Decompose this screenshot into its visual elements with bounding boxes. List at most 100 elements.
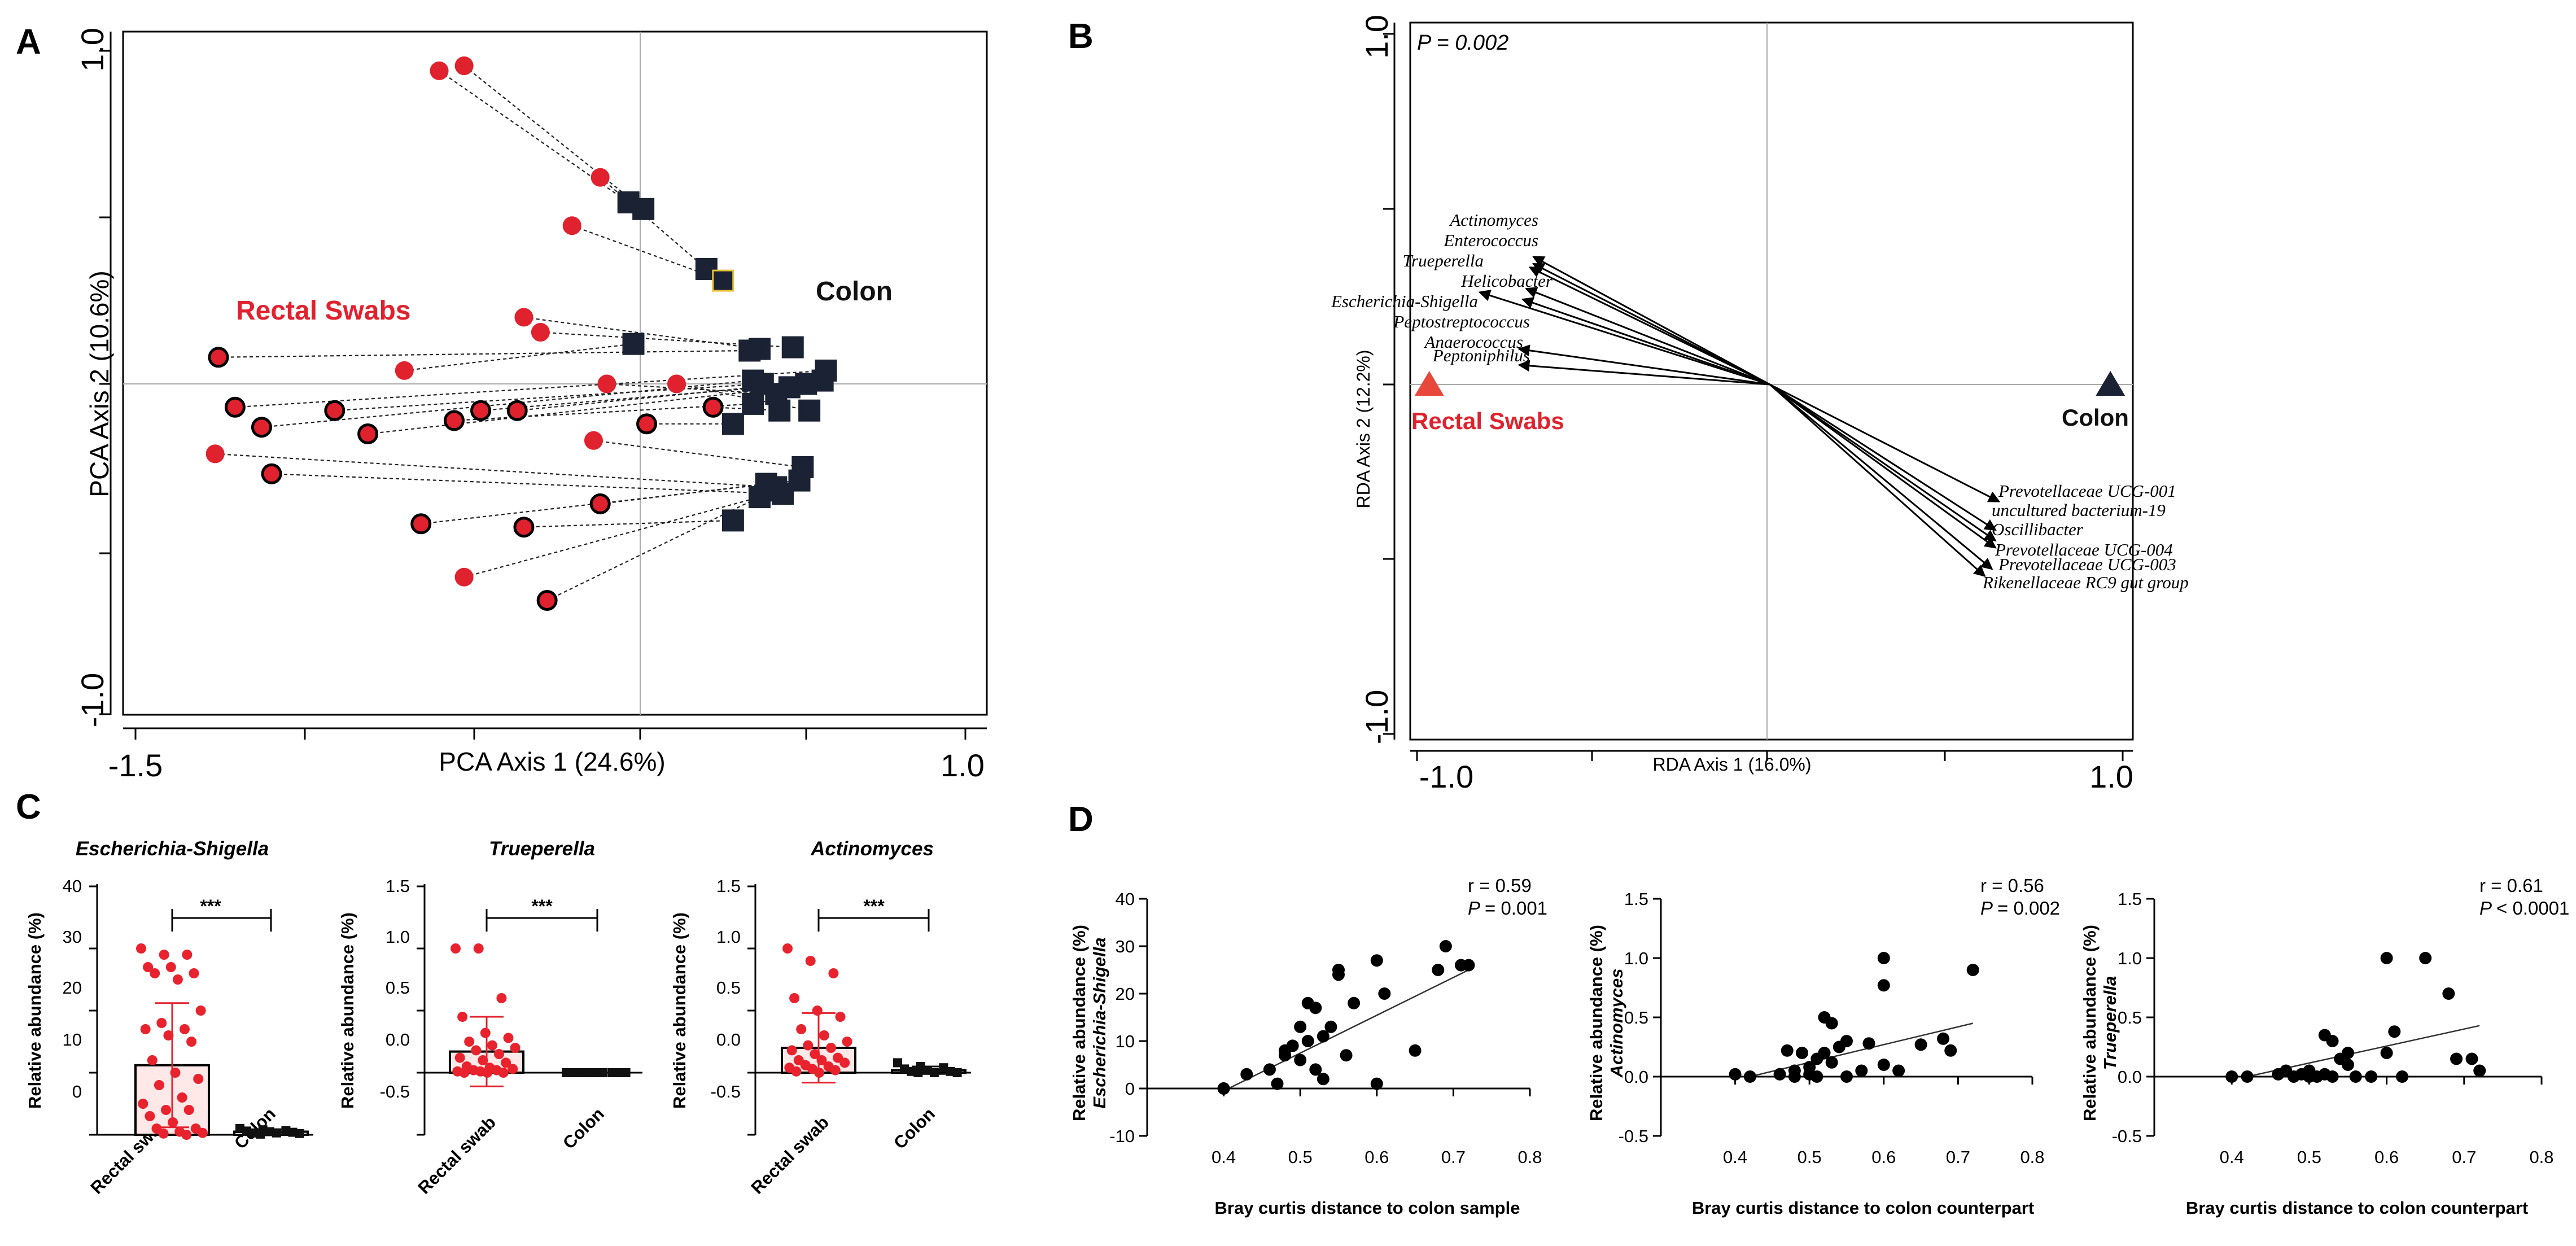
scatter-xtick-label: 0.7 xyxy=(1441,1147,1466,1167)
rda-arrow xyxy=(1521,297,1770,386)
scatter-xtick-label: 0.7 xyxy=(1946,1147,1970,1167)
data-point xyxy=(272,1128,281,1138)
rectal-centroid-marker xyxy=(1414,371,1444,396)
pca-ytick-label: 1.0 xyxy=(75,28,110,72)
scatter-ytick-label: 10 xyxy=(1116,1031,1135,1051)
correlation-r: r = 0.59 xyxy=(1468,875,1532,896)
data-point xyxy=(575,1068,585,1077)
data-point xyxy=(2326,1070,2339,1083)
rda-ytick-label: -1.0 xyxy=(1359,690,1394,745)
bar-title: Actinomyces xyxy=(810,838,934,860)
rectal-point xyxy=(205,444,225,464)
data-point xyxy=(181,1130,192,1140)
data-point xyxy=(138,1099,148,1109)
scatter-ytick-label: 0 xyxy=(1125,1079,1135,1099)
colon-point xyxy=(632,198,655,220)
rda-xtick-label: 1.0 xyxy=(2089,759,2133,794)
data-point xyxy=(562,1068,571,1077)
pca-rectal-label: Rectal Swabs xyxy=(236,296,410,326)
rda-marks: ActinomycesEnterococcusTrueperellaHelico… xyxy=(1331,210,2189,592)
data-point xyxy=(197,1127,208,1138)
rda-arrow-label: Peptoniphilus xyxy=(1432,346,1530,365)
rda-plot-frame xyxy=(1409,21,2134,741)
rda-arrow-label: Prevotellaceae UCG-003 xyxy=(1998,554,2176,574)
scatter-y-axis-taxon: Actinomyces xyxy=(1607,969,1626,1078)
rectal-point xyxy=(536,590,558,611)
data-point xyxy=(789,993,800,1003)
data-point xyxy=(607,1068,617,1077)
rda-y-axis-label: RDA Axis 2 (12.2%) xyxy=(1353,350,1374,509)
scatter-ytick-label: 1.0 xyxy=(2118,948,2142,968)
pca-pair-line xyxy=(218,349,750,358)
data-point xyxy=(2450,1052,2463,1065)
rda-x-axis-label: RDA Axis 1 (16.0%) xyxy=(1653,754,1812,775)
data-point xyxy=(814,1068,825,1078)
scatter-y-axis-taxon: Trueperella xyxy=(2100,976,2120,1070)
data-point xyxy=(1966,964,1979,976)
rda-xtick-label: -1.0 xyxy=(1419,759,1474,794)
data-point xyxy=(454,1052,465,1063)
rectal-point xyxy=(584,431,603,450)
rectal-point xyxy=(261,463,282,484)
pca-pair-line xyxy=(272,473,783,495)
colon-centroid-marker xyxy=(2096,371,2125,396)
scatter-marks: -10 0 10 20 30 40 0.4 0.5 0.6 0.7 0.8 xyxy=(1109,889,1542,1167)
rda-panel: 1.0 -1.0 RDA Axis 2 (12.2%) -1.0 1.0 RDA… xyxy=(1331,15,2189,794)
bar-ytick-label: 1.5 xyxy=(386,876,410,896)
scatter-ytick-label: 0.5 xyxy=(2118,1008,2142,1028)
data-point xyxy=(1862,1037,1875,1050)
data-point xyxy=(830,1065,841,1076)
data-point xyxy=(1825,1056,1838,1069)
bar-ytick-label: 30 xyxy=(63,927,82,947)
data-point xyxy=(2342,1047,2354,1059)
data-point xyxy=(1332,968,1345,981)
data-point xyxy=(482,1068,493,1078)
rectal-point xyxy=(410,513,432,535)
correlation-panels: Relative abundance (%) Escherichia-Shige… xyxy=(1069,875,2569,1218)
bar-ytick-label: 0.0 xyxy=(716,1030,741,1050)
scatter-y-axis-taxon: Escherichia-Shigella xyxy=(1090,937,1109,1108)
rectal-point xyxy=(591,168,610,187)
data-point xyxy=(163,1030,174,1040)
regression-line xyxy=(1223,969,1469,1092)
data-point xyxy=(158,1128,169,1139)
rectal-point xyxy=(506,400,528,421)
data-point xyxy=(503,1033,514,1043)
scatter-x-axis-label: Bray curtis distance to colon sample xyxy=(1215,1198,1520,1218)
data-point xyxy=(1937,1032,1950,1045)
data-point xyxy=(1877,979,1890,992)
bar-category-label: Colon xyxy=(890,1104,939,1153)
data-point xyxy=(1324,1020,1337,1033)
scatter-marks: -0.5 0.0 0.5 1.0 1.5 0.4 0.5 0.6 0.7 0.8 xyxy=(2112,889,2554,1167)
data-point xyxy=(1818,1047,1831,1059)
bar-ytick-label: 10 xyxy=(63,1030,82,1050)
pca-ytick-label: -1.0 xyxy=(75,673,110,728)
data-point xyxy=(494,1049,504,1059)
data-point xyxy=(161,1105,171,1115)
data-point xyxy=(582,1068,592,1077)
bar-category-label: Rectal swab xyxy=(747,1112,832,1197)
rda-arrow xyxy=(1769,383,1997,549)
bar-ytick-label: 0 xyxy=(72,1082,82,1101)
scatter-y-axis-label: Relative abundance (%) xyxy=(1069,925,1089,1121)
data-point xyxy=(1914,1038,1927,1051)
correlation-r: r = 0.56 xyxy=(1980,875,2044,896)
rectal-point xyxy=(667,374,686,394)
scatter-xtick-label: 0.5 xyxy=(2297,1147,2321,1167)
data-point xyxy=(1348,996,1361,1009)
data-point xyxy=(816,1055,827,1065)
data-point xyxy=(786,1045,797,1056)
data-point xyxy=(143,962,154,972)
data-point xyxy=(810,1049,820,1059)
correlation-p-symbol: P xyxy=(1468,898,1480,919)
bar-y-axis-label: Relative abundance (%) xyxy=(670,912,689,1109)
data-point xyxy=(136,943,146,954)
data-point xyxy=(819,1030,829,1040)
data-point xyxy=(826,1043,836,1053)
data-point xyxy=(145,1111,155,1121)
pca-pair-line xyxy=(571,225,724,282)
data-point xyxy=(177,1092,187,1103)
colon-point xyxy=(721,413,744,435)
bar-title: Escherichia-Shigella xyxy=(76,838,269,860)
